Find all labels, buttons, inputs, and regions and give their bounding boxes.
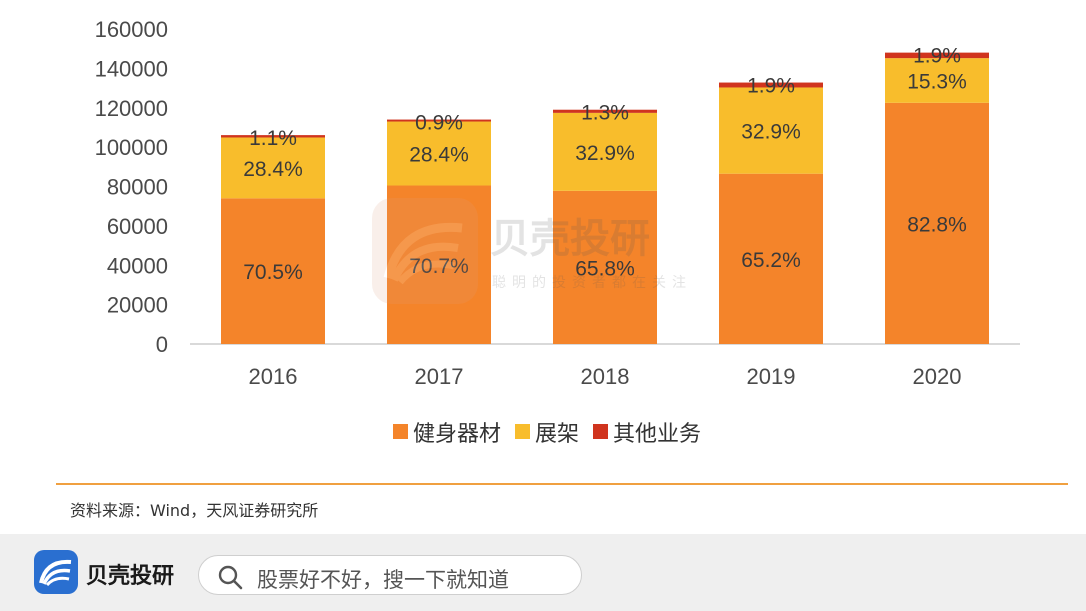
x-tick-label: 2016 [249,364,298,389]
y-tick-label: 20000 [107,293,168,318]
source-note: 资料来源：Wind，天风证券研究所 [70,501,319,520]
x-tick-label: 2018 [581,364,630,389]
data-label: 15.3% [907,70,967,93]
bar-segment [553,112,657,191]
search-input[interactable]: 股票好不好，搜一下就知道 [198,555,582,595]
bar-segment [221,135,325,138]
data-label: 28.4% [243,158,303,181]
bar-segment [719,82,823,88]
legend: 健身器材 展架 其他业务 [393,422,701,447]
y-tick-label: 100000 [95,135,168,160]
data-label: 65.2% [741,249,801,272]
bar-segment [719,87,823,174]
data-label: 1.3% [581,102,629,125]
data-label: 28.4% [409,144,469,167]
data-label: 82.8% [907,213,967,236]
data-label: 32.9% [575,142,635,165]
legend-swatch [393,424,408,439]
data-label: 65.8% [575,257,635,280]
x-tick-label: 2017 [415,364,464,389]
brand-name[interactable]: 贝壳投研 [86,564,175,589]
label-layer: 70.5% 28.4% 1.1% 70.7% 28.4% 0.9% 65.8% 32.9% 1.… [243,45,967,285]
x-tick-label: 2020 [913,364,962,389]
search-placeholder: 股票好不好，搜一下就知道 [257,568,509,592]
axis-layer: 0 20000 40000 60000 80000 100000 120000 140000 1… [95,17,1020,389]
divider [56,483,1068,485]
footer-bar: 贝壳投研 股票好不好，搜一下就知道 [0,534,1086,611]
bar-segment [387,121,491,186]
data-label: 1.9% [913,45,961,68]
y-tick-label: 140000 [95,56,168,81]
y-tick-label: 60000 [107,214,168,239]
search-icon [218,565,243,590]
y-tick-label: 120000 [95,96,168,121]
data-label: 70.7% [409,255,469,278]
bar-segment [553,190,657,344]
bar-segment [885,52,989,59]
data-label: 1.9% [747,75,795,98]
legend-swatch [515,424,530,439]
data-label: 32.9% [741,121,801,144]
y-tick-label: 160000 [95,17,168,42]
y-tick-label: 80000 [107,175,168,200]
data-label: 70.5% [243,261,303,284]
stacked-bar-chart: 0 20000 40000 60000 80000 100000 120000 140000 1… [95,17,1020,447]
y-tick-label: 40000 [107,253,168,278]
bar-segment [885,58,989,103]
x-tick-label: 2019 [747,364,796,389]
bar-segment [221,137,325,199]
bar-segment [885,102,989,344]
legend-label: 健身器材 [413,422,501,447]
legend-label: 其他业务 [613,422,701,447]
legend-swatch [593,424,608,439]
bar-segment [387,185,491,344]
bar-segment [221,198,325,344]
bar-segment [387,119,491,122]
chart-area: 0 20000 40000 60000 80000 100000 120000 140000 1… [95,17,1020,447]
data-label: 1.1% [249,127,297,150]
y-tick-label: 0 [156,332,168,357]
bar-layer [221,52,989,344]
bar-segment [719,173,823,344]
data-label: 0.9% [415,112,463,135]
shell-logo-icon[interactable] [34,550,78,594]
legend-label: 展架 [535,422,579,447]
bar-segment [553,109,657,113]
